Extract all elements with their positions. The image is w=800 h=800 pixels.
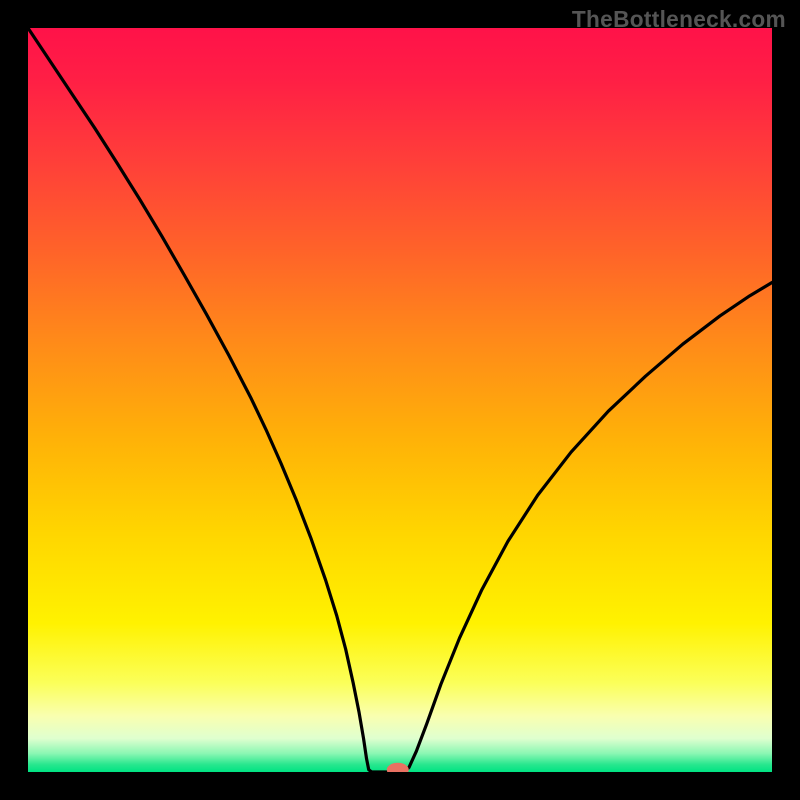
chart-container: TheBottleneck.com [0, 0, 800, 800]
bottleneck-curve-chart [28, 28, 772, 772]
plot-area [28, 28, 772, 772]
